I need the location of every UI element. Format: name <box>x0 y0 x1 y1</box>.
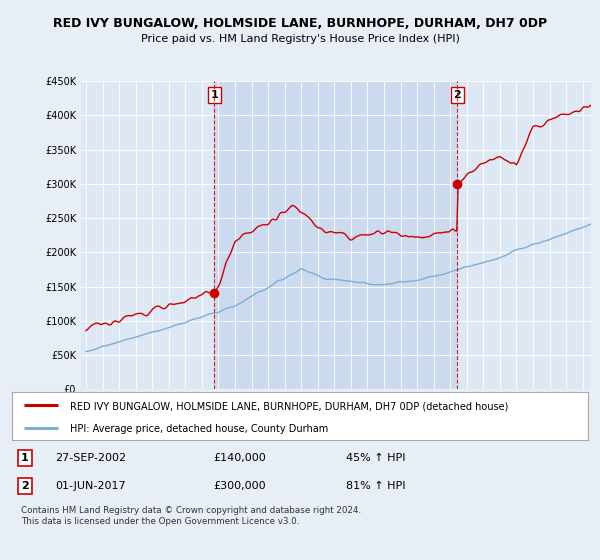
Text: £140,000: £140,000 <box>214 453 266 463</box>
Text: 81% ↑ HPI: 81% ↑ HPI <box>346 481 406 491</box>
Text: £300,000: £300,000 <box>214 481 266 491</box>
Text: Contains HM Land Registry data © Crown copyright and database right 2024.
This d: Contains HM Land Registry data © Crown c… <box>20 506 361 526</box>
Text: 2: 2 <box>20 481 28 491</box>
Text: RED IVY BUNGALOW, HOLMSIDE LANE, BURNHOPE, DURHAM, DH7 0DP (detached house): RED IVY BUNGALOW, HOLMSIDE LANE, BURNHOP… <box>70 402 508 411</box>
Text: 45% ↑ HPI: 45% ↑ HPI <box>346 453 406 463</box>
Text: RED IVY BUNGALOW, HOLMSIDE LANE, BURNHOPE, DURHAM, DH7 0DP: RED IVY BUNGALOW, HOLMSIDE LANE, BURNHOP… <box>53 17 547 30</box>
Text: 1: 1 <box>20 453 28 463</box>
Text: 01-JUN-2017: 01-JUN-2017 <box>55 481 126 491</box>
Text: 27-SEP-2002: 27-SEP-2002 <box>55 453 127 463</box>
Text: HPI: Average price, detached house, County Durham: HPI: Average price, detached house, Coun… <box>70 424 328 433</box>
Text: Price paid vs. HM Land Registry's House Price Index (HPI): Price paid vs. HM Land Registry's House … <box>140 34 460 44</box>
Bar <box>214 81 457 389</box>
Text: 1: 1 <box>211 90 218 100</box>
Text: 2: 2 <box>454 90 461 100</box>
